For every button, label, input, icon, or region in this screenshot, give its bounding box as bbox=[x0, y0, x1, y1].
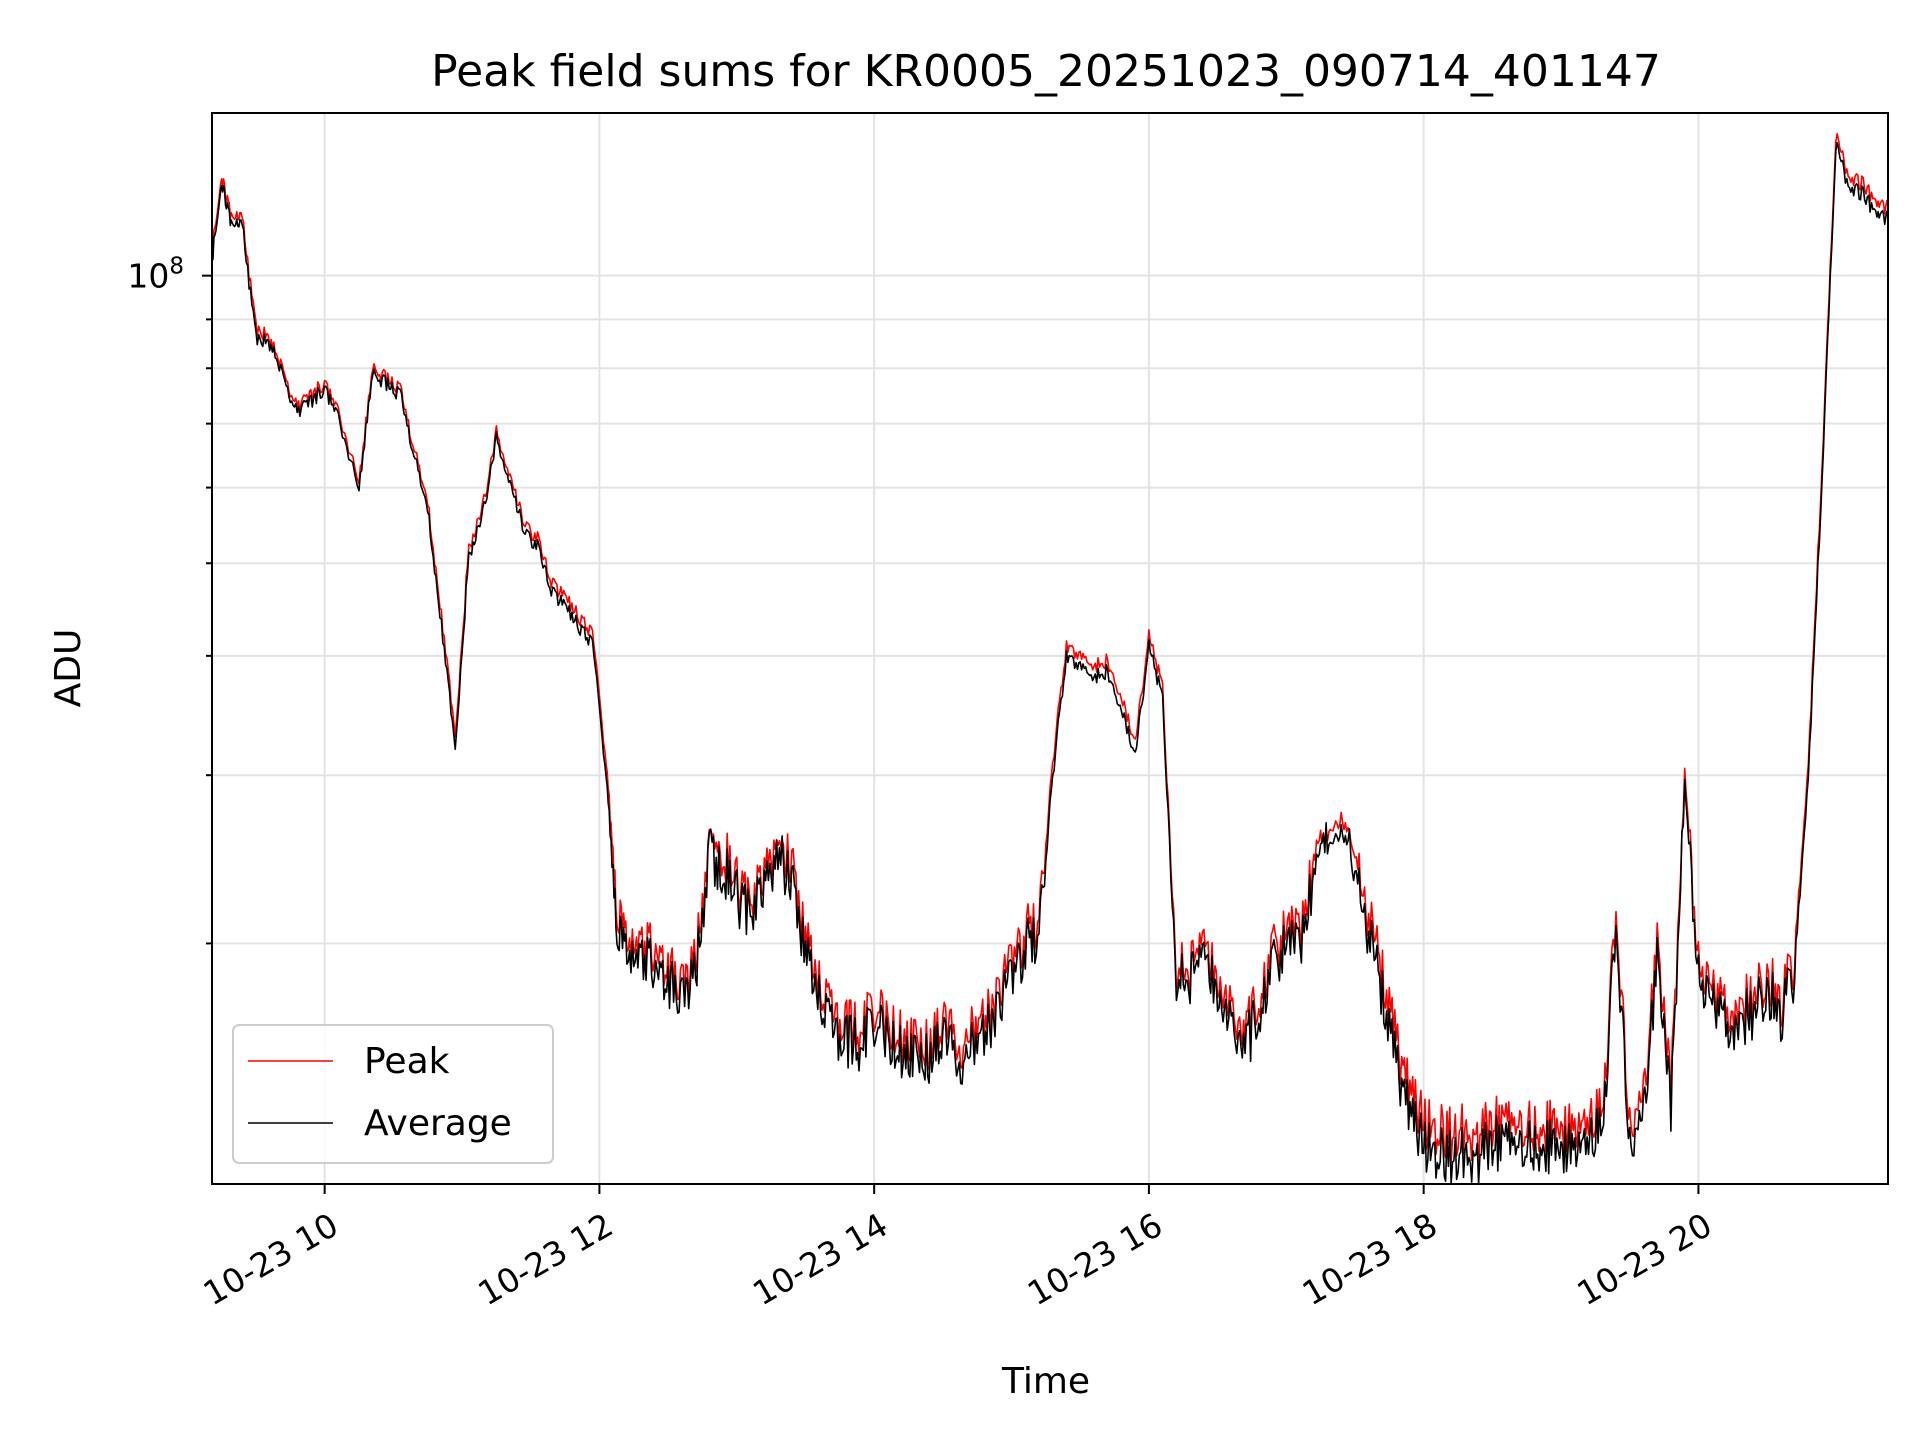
legend-peak-label: Peak bbox=[364, 1041, 450, 1082]
series-layer bbox=[212, 132, 1888, 1184]
y-tick-label-base: 10 bbox=[127, 257, 169, 296]
x-axis-label: Time bbox=[1001, 1361, 1090, 1402]
chart-title: Peak field sums for KR0005_20251023_0907… bbox=[431, 46, 1661, 97]
y-tick-label: 108 bbox=[127, 254, 184, 296]
legend-box bbox=[232, 1024, 554, 1164]
series-average-line bbox=[212, 142, 1888, 1184]
y-tick-label-exponent: 8 bbox=[169, 254, 184, 280]
plot-frame bbox=[211, 112, 1889, 1185]
legend-average-label: Average bbox=[364, 1103, 512, 1144]
legend: Peak Average bbox=[232, 1024, 554, 1164]
y-axis-label: ADU bbox=[48, 629, 89, 708]
